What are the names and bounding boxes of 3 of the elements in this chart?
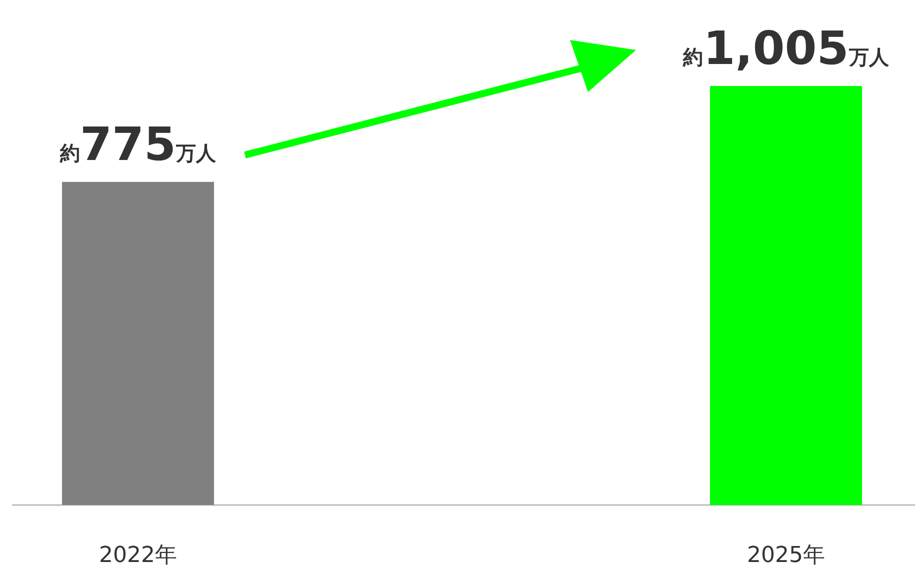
x-tick-label: 2022年 xyxy=(99,543,177,568)
x-tick-label: 2025年 xyxy=(747,543,825,568)
data-label: 約775万人 xyxy=(58,116,218,171)
